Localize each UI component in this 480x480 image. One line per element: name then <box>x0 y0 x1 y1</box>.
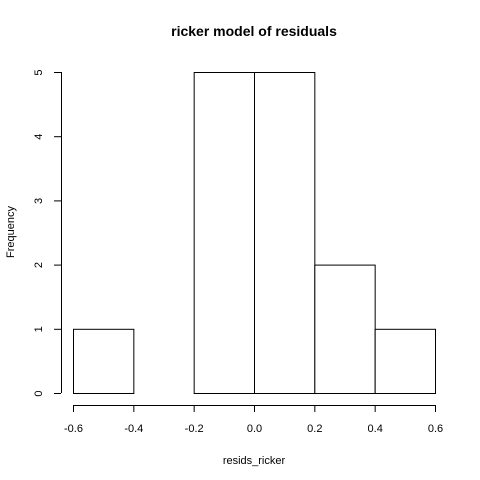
chart-title: ricker model of residuals <box>171 23 337 39</box>
y-tick-label-0: 0 <box>33 390 45 396</box>
histogram-bar-5 <box>374 328 436 394</box>
y-tick-label-3: 3 <box>33 198 45 204</box>
histogram-bar-2 <box>193 72 256 394</box>
y-tick-label-1: 1 <box>33 326 45 332</box>
x-tick-label-4: 0.2 <box>307 423 322 435</box>
x-tick-label-0: -0.6 <box>64 423 83 435</box>
bars-group <box>73 72 436 394</box>
x-tick-label-5: 0.4 <box>368 423 383 435</box>
x-tick-label-6: 0.6 <box>428 423 443 435</box>
x-axis-label: resids_ricker <box>223 455 286 467</box>
y-tick-label-2: 2 <box>33 262 45 268</box>
y-tick-label-4: 4 <box>33 134 45 140</box>
y-axis: 0 1 2 3 4 5 <box>33 69 62 397</box>
x-axis: -0.6 -0.4 -0.2 0.0 0.2 0.4 0.6 <box>64 405 443 435</box>
x-tick-label-3: 0.0 <box>247 423 262 435</box>
y-tick-label-5: 5 <box>33 69 45 75</box>
x-tick-label-1: -0.4 <box>124 423 143 435</box>
x-tick-label-2: -0.2 <box>185 423 204 435</box>
histogram-bar-0 <box>73 328 135 394</box>
histogram-bar-3 <box>254 72 316 394</box>
y-axis-label: Frequency <box>5 206 17 258</box>
histogram-bar-4 <box>314 264 376 394</box>
